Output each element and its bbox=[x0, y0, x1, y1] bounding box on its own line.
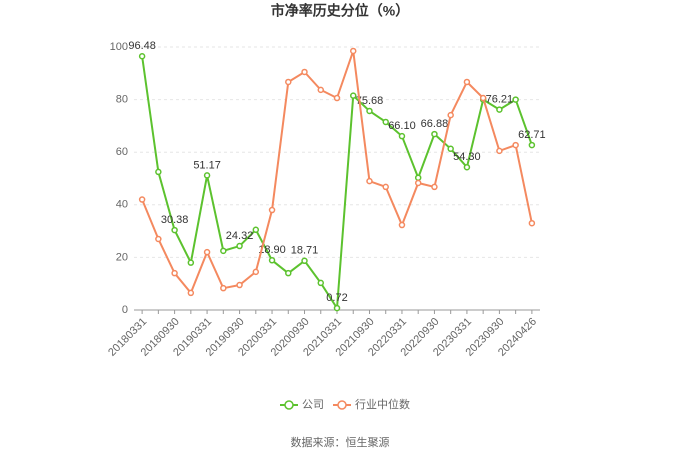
point bbox=[382, 118, 389, 126]
y-tick-label: 20 bbox=[116, 251, 128, 263]
point bbox=[496, 106, 503, 113]
point bbox=[171, 269, 178, 277]
point bbox=[479, 94, 487, 102]
point bbox=[317, 86, 325, 94]
point bbox=[512, 141, 519, 149]
legend-marker bbox=[337, 400, 347, 410]
point bbox=[398, 132, 406, 140]
point bbox=[285, 269, 292, 277]
point bbox=[512, 96, 519, 103]
legend-item[interactable]: 行业中位数 bbox=[333, 397, 410, 411]
point bbox=[349, 47, 357, 55]
data-label: 75.68 bbox=[356, 95, 384, 107]
y-tick-label: 40 bbox=[116, 199, 128, 211]
point bbox=[155, 168, 162, 176]
data-label: 96.48 bbox=[128, 40, 156, 52]
data-label: 54.30 bbox=[453, 151, 481, 163]
data-label: 66.88 bbox=[421, 118, 449, 130]
y-tick-label: 80 bbox=[116, 94, 128, 106]
point bbox=[220, 247, 227, 255]
point bbox=[268, 206, 276, 214]
point bbox=[414, 174, 422, 181]
point bbox=[431, 130, 438, 138]
point bbox=[285, 78, 292, 86]
legend-marker bbox=[284, 400, 294, 410]
legend-item[interactable]: 公司 bbox=[280, 399, 324, 411]
point bbox=[236, 242, 243, 250]
data-label: 30.38 bbox=[161, 214, 189, 226]
y-tick-label: 0 bbox=[122, 304, 128, 316]
point bbox=[268, 257, 276, 264]
y-tick-label: 60 bbox=[116, 146, 128, 158]
point bbox=[398, 221, 406, 229]
point bbox=[171, 226, 178, 234]
point bbox=[236, 281, 243, 289]
point bbox=[333, 304, 341, 312]
point bbox=[463, 78, 471, 86]
point bbox=[203, 172, 211, 179]
point bbox=[301, 257, 308, 265]
point bbox=[203, 248, 211, 256]
point bbox=[528, 219, 536, 227]
data-label: 51.17 bbox=[193, 159, 221, 171]
data-label: 18.71 bbox=[291, 245, 319, 257]
point bbox=[301, 68, 308, 76]
point bbox=[220, 284, 227, 292]
point bbox=[349, 92, 357, 99]
point bbox=[382, 183, 389, 191]
data-label: 66.10 bbox=[388, 120, 416, 132]
point bbox=[252, 226, 260, 234]
point bbox=[138, 196, 146, 203]
point bbox=[366, 107, 373, 115]
data-label: 62.71 bbox=[518, 129, 546, 141]
legend-label: 行业中位数 bbox=[355, 397, 410, 411]
chart-title: 市净率历史分位（%） bbox=[271, 3, 409, 19]
point bbox=[252, 268, 260, 276]
point bbox=[447, 111, 454, 119]
point bbox=[187, 259, 195, 266]
data-label: 24.32 bbox=[226, 230, 254, 242]
point bbox=[414, 179, 422, 187]
data-label: 0.72 bbox=[326, 292, 347, 304]
source-note: 数据来源：恒生聚源 bbox=[291, 435, 390, 449]
series-line bbox=[141, 50, 533, 295]
point bbox=[447, 145, 454, 153]
point bbox=[155, 235, 162, 243]
point bbox=[138, 53, 146, 60]
data-label: 76.21 bbox=[486, 93, 514, 105]
legend-label: 公司 bbox=[302, 399, 324, 411]
point bbox=[333, 94, 341, 102]
point bbox=[463, 163, 471, 171]
point bbox=[496, 147, 503, 155]
point bbox=[366, 177, 373, 185]
point bbox=[528, 141, 536, 149]
point bbox=[431, 183, 438, 191]
y-tick-label: 100 bbox=[110, 41, 128, 53]
data-label: 18.90 bbox=[258, 244, 286, 256]
point bbox=[187, 289, 195, 297]
point bbox=[317, 279, 325, 287]
